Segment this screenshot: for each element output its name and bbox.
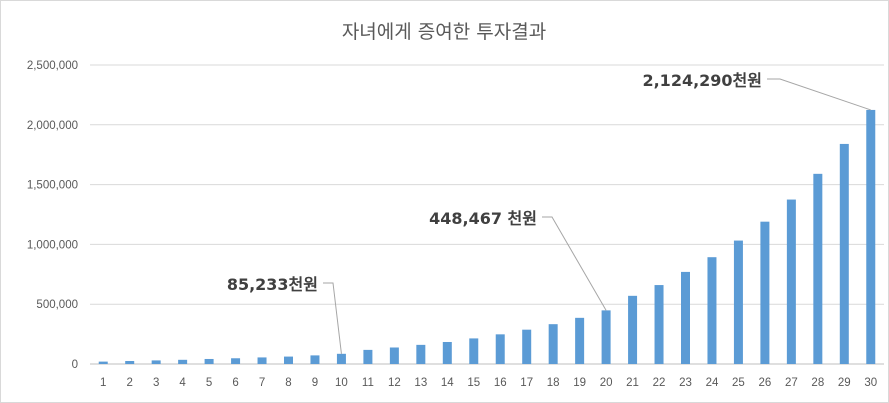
bars — [98, 109, 876, 365]
bar — [336, 353, 346, 364]
bar — [98, 361, 108, 364]
x-tick-label: 14 — [441, 377, 454, 389]
bar — [654, 285, 664, 364]
x-tick-label: 26 — [759, 377, 772, 389]
bar — [813, 173, 823, 364]
x-tick-label: 12 — [388, 377, 401, 389]
x-tick-label: 21 — [626, 377, 639, 389]
bar — [257, 357, 267, 364]
y-tick-label: 1,000,000 — [27, 239, 78, 251]
y-tick-label: 2,000,000 — [27, 120, 78, 132]
bar — [681, 271, 690, 364]
x-tick-label: 28 — [811, 377, 824, 389]
bar — [760, 221, 770, 364]
x-tick-label: 27 — [785, 377, 798, 389]
bar — [628, 295, 638, 364]
bar — [125, 361, 135, 364]
x-tick-label: 18 — [547, 377, 560, 389]
x-tick-label: 3 — [153, 377, 159, 389]
bar — [442, 341, 452, 364]
x-tick-label: 24 — [706, 377, 719, 389]
bar — [151, 360, 161, 364]
annotations: 85,233천원 448,467 천원 2,124,290천원 — [227, 71, 871, 354]
x-tick-label: 30 — [864, 377, 877, 389]
bar — [231, 358, 241, 364]
x-tick-label: 23 — [679, 377, 692, 389]
bar — [178, 359, 188, 364]
bar — [707, 257, 717, 364]
x-tick-label: 19 — [573, 377, 586, 389]
x-tick-label: 11 — [362, 377, 374, 389]
gridlines — [90, 64, 884, 365]
annotation-label: 448,467 천원 — [429, 209, 537, 228]
y-tick-label: 1,500,000 — [27, 180, 78, 192]
bar — [284, 356, 293, 364]
bar — [839, 143, 849, 364]
y-tick-label: 500,000 — [36, 299, 78, 311]
bar — [866, 109, 876, 365]
y-tick-label: 0 — [72, 359, 78, 371]
x-tick-label: 4 — [179, 377, 186, 389]
x-tick-label: 29 — [838, 377, 851, 389]
bar — [575, 317, 585, 364]
y-tick-label: 2,500,000 — [27, 60, 78, 72]
x-tick-label: 10 — [335, 377, 348, 389]
bar — [389, 347, 399, 364]
x-tick-label: 16 — [494, 377, 507, 389]
x-tick-label: 2 — [126, 377, 132, 389]
x-tick-label: 8 — [285, 377, 291, 389]
bar — [310, 355, 320, 364]
x-tick-label: 17 — [520, 377, 533, 389]
bar — [363, 349, 373, 364]
y-axis-ticks: 0 500,000 1,000,000 1,500,000 2,000,000 2,500… — [27, 60, 78, 371]
chart-title: 자녀에게 증여한 투자결과 — [342, 21, 546, 43]
x-tick-label: 5 — [206, 377, 212, 389]
bar — [733, 240, 743, 364]
x-tick-label: 7 — [259, 377, 265, 389]
bar — [204, 358, 214, 364]
bar — [786, 199, 796, 364]
annotation-leader-line — [542, 216, 607, 311]
bar — [522, 329, 532, 364]
x-tick-label: 22 — [653, 377, 666, 389]
bar — [548, 324, 558, 364]
x-tick-label: 9 — [312, 377, 318, 389]
annotation-leader-line — [767, 78, 871, 111]
annotation-leader-line — [323, 282, 342, 354]
bar — [601, 310, 611, 364]
bar — [469, 338, 479, 364]
x-tick-label: 15 — [467, 377, 480, 389]
x-tick-label: 25 — [732, 377, 745, 389]
bar — [416, 344, 426, 364]
annotation-label: 85,233천원 — [227, 275, 318, 294]
bar — [495, 334, 505, 364]
x-tick-label: 1 — [100, 377, 106, 389]
x-axis-ticks: 1 2 3 4 5 6 7 8 9 10 11 12 13 14 15 16 17 18 19 20 21 22 23 24 2… — [100, 377, 877, 389]
x-tick-label: 6 — [232, 377, 238, 389]
x-tick-label: 13 — [414, 377, 427, 389]
x-tick-label: 20 — [600, 377, 613, 389]
annotation-label: 2,124,290천원 — [642, 71, 762, 90]
